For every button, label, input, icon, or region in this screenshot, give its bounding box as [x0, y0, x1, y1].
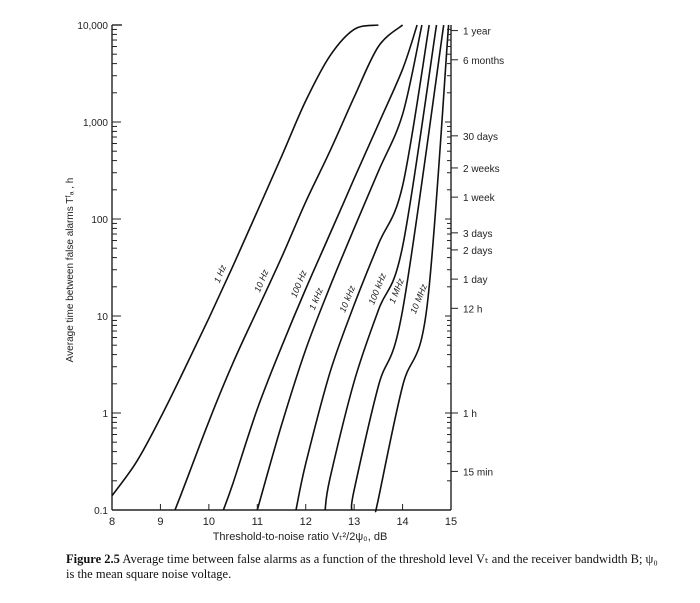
curve-1-hz [111, 24, 379, 497]
right-time-label: 2 weeks [463, 164, 500, 175]
figure-caption: Figure 2.5 Average time between false al… [66, 552, 666, 582]
curve-label: 100 kHz [366, 271, 388, 306]
x-tick-label: 10 [203, 516, 215, 528]
right-time-label: 15 min [463, 467, 493, 478]
y-tick-label: 1,000 [83, 118, 108, 129]
y-tick-label: 100 [91, 215, 108, 226]
curve-label: 10 Hz [252, 268, 270, 294]
curve-10-khz [295, 24, 430, 511]
curve-10-hz [174, 24, 404, 511]
curve-1-khz [256, 24, 423, 511]
curve-10-mhz [374, 24, 450, 513]
curve-100-khz [324, 24, 438, 511]
x-tick-label: 14 [396, 516, 408, 528]
x-tick-label: 9 [157, 516, 163, 528]
axes [111, 24, 452, 511]
x-tick-label: 13 [348, 516, 360, 528]
x-axis-title: Threshold-to-noise ratio Vₜ²/2ψ₀, dB [213, 531, 388, 543]
right-time-label: 1 week [463, 193, 496, 204]
right-time-label: 1 h [463, 409, 477, 420]
figure-caption-text: Average time between false alarms as a f… [66, 552, 658, 581]
curve-label: 100 Hz [289, 268, 309, 299]
right-axis: 1 year 6 months 30 days 2 weeks 1 week 3 days… [451, 27, 504, 478]
x-tick-label: 11 [252, 516, 263, 528]
curve-label: 1 MHz [387, 277, 406, 305]
curve-1-mhz [350, 24, 445, 511]
x-tick-label: 15 [445, 516, 457, 528]
right-time-label: 2 days [463, 246, 492, 257]
y-tick-label: 0.1 [94, 506, 108, 517]
right-time-label: 30 days [463, 132, 498, 143]
right-time-label: 3 days [463, 229, 492, 240]
figure-label: Figure 2.5 [66, 552, 120, 566]
right-time-label: 1 year [463, 27, 491, 38]
curve-100-hz [222, 24, 418, 511]
ticks: 0.1 1 10 100 1,000 10,000 8 9 10 11 12 13 14 15 [77, 21, 457, 528]
x-tick-label: 8 [109, 516, 115, 528]
y-tick-label: 10,000 [77, 21, 108, 32]
y-axis-title: Average time between false alarms Tᶠₐ , … [65, 178, 76, 363]
curves [111, 24, 450, 513]
curve-label: 10 kHz [337, 284, 357, 314]
x-tick-label: 12 [300, 516, 312, 528]
right-time-label: 12 h [463, 304, 482, 315]
y-tick-label: 10 [97, 312, 109, 323]
right-time-label: 6 months [463, 56, 504, 67]
y-tick-label: 1 [102, 409, 108, 420]
right-time-label: 1 day [463, 275, 487, 286]
